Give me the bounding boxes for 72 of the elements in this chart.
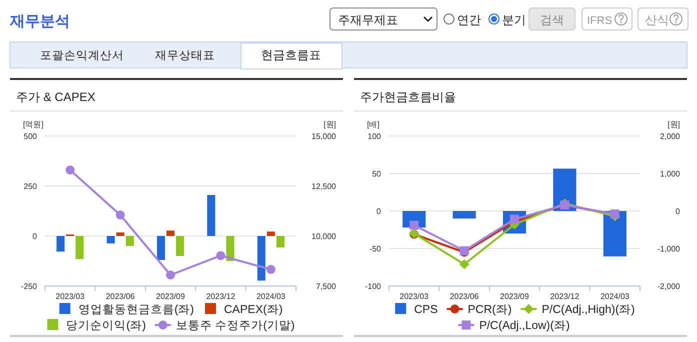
x-tick-label: 2023/12 bbox=[206, 292, 236, 301]
chart-title: 주가 & CAPEX bbox=[16, 90, 96, 104]
bar bbox=[257, 236, 266, 281]
y2-axis-title: [원] bbox=[324, 120, 336, 129]
bar bbox=[266, 232, 275, 236]
y2-tick-label: 2,000 bbox=[660, 132, 681, 141]
text: 재무분석 bbox=[9, 13, 70, 30]
point bbox=[266, 264, 276, 274]
bar bbox=[166, 230, 175, 236]
x-tick-label: 2023/09 bbox=[500, 292, 530, 301]
point bbox=[410, 220, 419, 230]
text: IFRS bbox=[587, 15, 612, 27]
text: 주재무제표 bbox=[338, 13, 398, 27]
chart-title: 주가현금흐름비율 bbox=[360, 90, 456, 104]
point bbox=[166, 270, 175, 280]
y-tick-label: 500 bbox=[24, 132, 38, 141]
legend-label: CPS bbox=[414, 304, 438, 316]
bar bbox=[176, 236, 184, 256]
x-tick-label: 2024/03 bbox=[600, 292, 630, 301]
bar bbox=[156, 236, 165, 260]
y2-tick-label: -2,000 bbox=[657, 282, 681, 291]
y2-tick-label: 7,500 bbox=[316, 282, 337, 291]
y2-tick-label: 1,000 bbox=[660, 170, 681, 178]
bar bbox=[126, 236, 134, 246]
x-tick-label: 2023/06 bbox=[106, 292, 136, 301]
y-tick-label: 50 bbox=[372, 170, 382, 178]
bar bbox=[207, 195, 216, 236]
bar bbox=[106, 236, 115, 244]
legend-label: P/C(Adj.,Low)(좌) bbox=[479, 320, 570, 332]
x-tick-label: 2023/03 bbox=[400, 292, 430, 301]
legend-label: 보통주 수정주가(기말) bbox=[176, 320, 295, 332]
y-tick-label: 250 bbox=[24, 182, 38, 191]
y-tick-label: -100 bbox=[364, 282, 382, 291]
x-tick-label: 2023/09 bbox=[156, 292, 186, 301]
point bbox=[66, 166, 75, 174]
y-tick-label: -250 bbox=[20, 282, 38, 291]
text: 산식 bbox=[645, 13, 669, 27]
bar bbox=[56, 236, 65, 252]
bar bbox=[276, 236, 284, 248]
point bbox=[459, 259, 470, 270]
legend-label: CAPEX(좌) bbox=[224, 304, 283, 316]
x-tick-label: 2023/03 bbox=[56, 292, 86, 301]
y-tick-label: 100 bbox=[368, 132, 382, 141]
legend-label: 당기순이익(좌) bbox=[66, 320, 146, 332]
point bbox=[116, 210, 125, 220]
x-tick-label: 2024/03 bbox=[256, 292, 286, 301]
legend-label: 영업활동현금흐름(좌) bbox=[78, 304, 194, 316]
y-tick-label: 0 bbox=[32, 232, 38, 241]
y2-tick-label: 0 bbox=[676, 207, 681, 216]
y-tick-label: -50 bbox=[369, 244, 382, 254]
text: 재무상태표 bbox=[155, 50, 215, 62]
text: 분기 bbox=[502, 13, 526, 27]
bar bbox=[116, 232, 124, 236]
legend-label: PCR(좌) bbox=[468, 304, 512, 316]
x-tick-label: 2023/06 bbox=[450, 292, 480, 301]
text: 연간 bbox=[457, 13, 481, 27]
y2-tick-label: 12,500 bbox=[312, 182, 337, 191]
y-axis-title: [억원] bbox=[23, 120, 44, 129]
text: 포괄손익계산서 bbox=[40, 50, 124, 62]
x-tick-label: 2023/12 bbox=[550, 292, 580, 301]
point bbox=[216, 251, 226, 260]
y-tick-label: 0 bbox=[376, 207, 382, 216]
text: 현금흐름표 bbox=[261, 48, 321, 62]
y-axis-title: [배] bbox=[367, 120, 380, 129]
y2-tick-label: 15,000 bbox=[312, 132, 337, 141]
bar bbox=[226, 236, 234, 261]
legend-label: P/C(Adj.,High)(좌) bbox=[542, 304, 636, 316]
y2-tick-label: 10,000 bbox=[312, 232, 337, 241]
bar bbox=[76, 236, 84, 259]
y2-axis-title: [원] bbox=[668, 120, 680, 129]
text: 검색 bbox=[540, 13, 564, 27]
y2-tick-label: -1,000 bbox=[657, 244, 681, 254]
